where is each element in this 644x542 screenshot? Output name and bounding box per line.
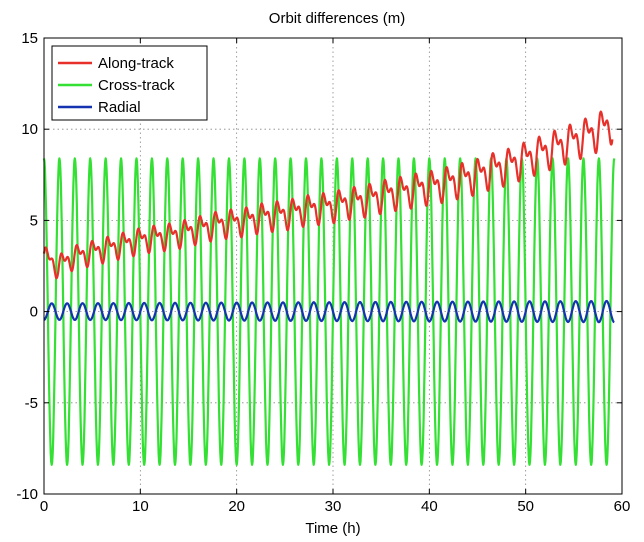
axis-ticks: 0 10 20 30 40 50 60 -10 -5 0 5 10 15 [16,30,630,515]
x-tick-label: 20 [228,498,245,515]
plot-lines [42,110,616,466]
x-tick-label: 40 [421,498,438,515]
y-tick-label: 0 [30,304,38,321]
x-tick-label: 0 [40,498,48,515]
y-tick-label: 15 [21,30,38,47]
x-tick-label: 30 [325,498,342,515]
y-tick-label: -10 [16,486,38,503]
x-axis-label: Time (h) [305,520,360,537]
x-tick-label: 50 [517,498,534,515]
x-tick-label: 10 [132,498,149,515]
legend-cross-track-label: Cross-track [98,77,175,94]
cross-track-line [42,157,616,466]
y-tick-label: 5 [30,212,38,229]
along-track-line [42,110,614,280]
y-tick-label: -5 [25,395,38,412]
y-tick-label: 10 [21,121,38,138]
legend-radial-label: Radial [98,99,141,116]
x-tick-label: 60 [614,498,631,515]
legend-along-track-label: Along-track [98,55,174,72]
chart-title: Orbit differences (m) [269,10,405,27]
radial-line [43,299,615,324]
legend: Along-track Cross-track Radial [51,45,208,121]
